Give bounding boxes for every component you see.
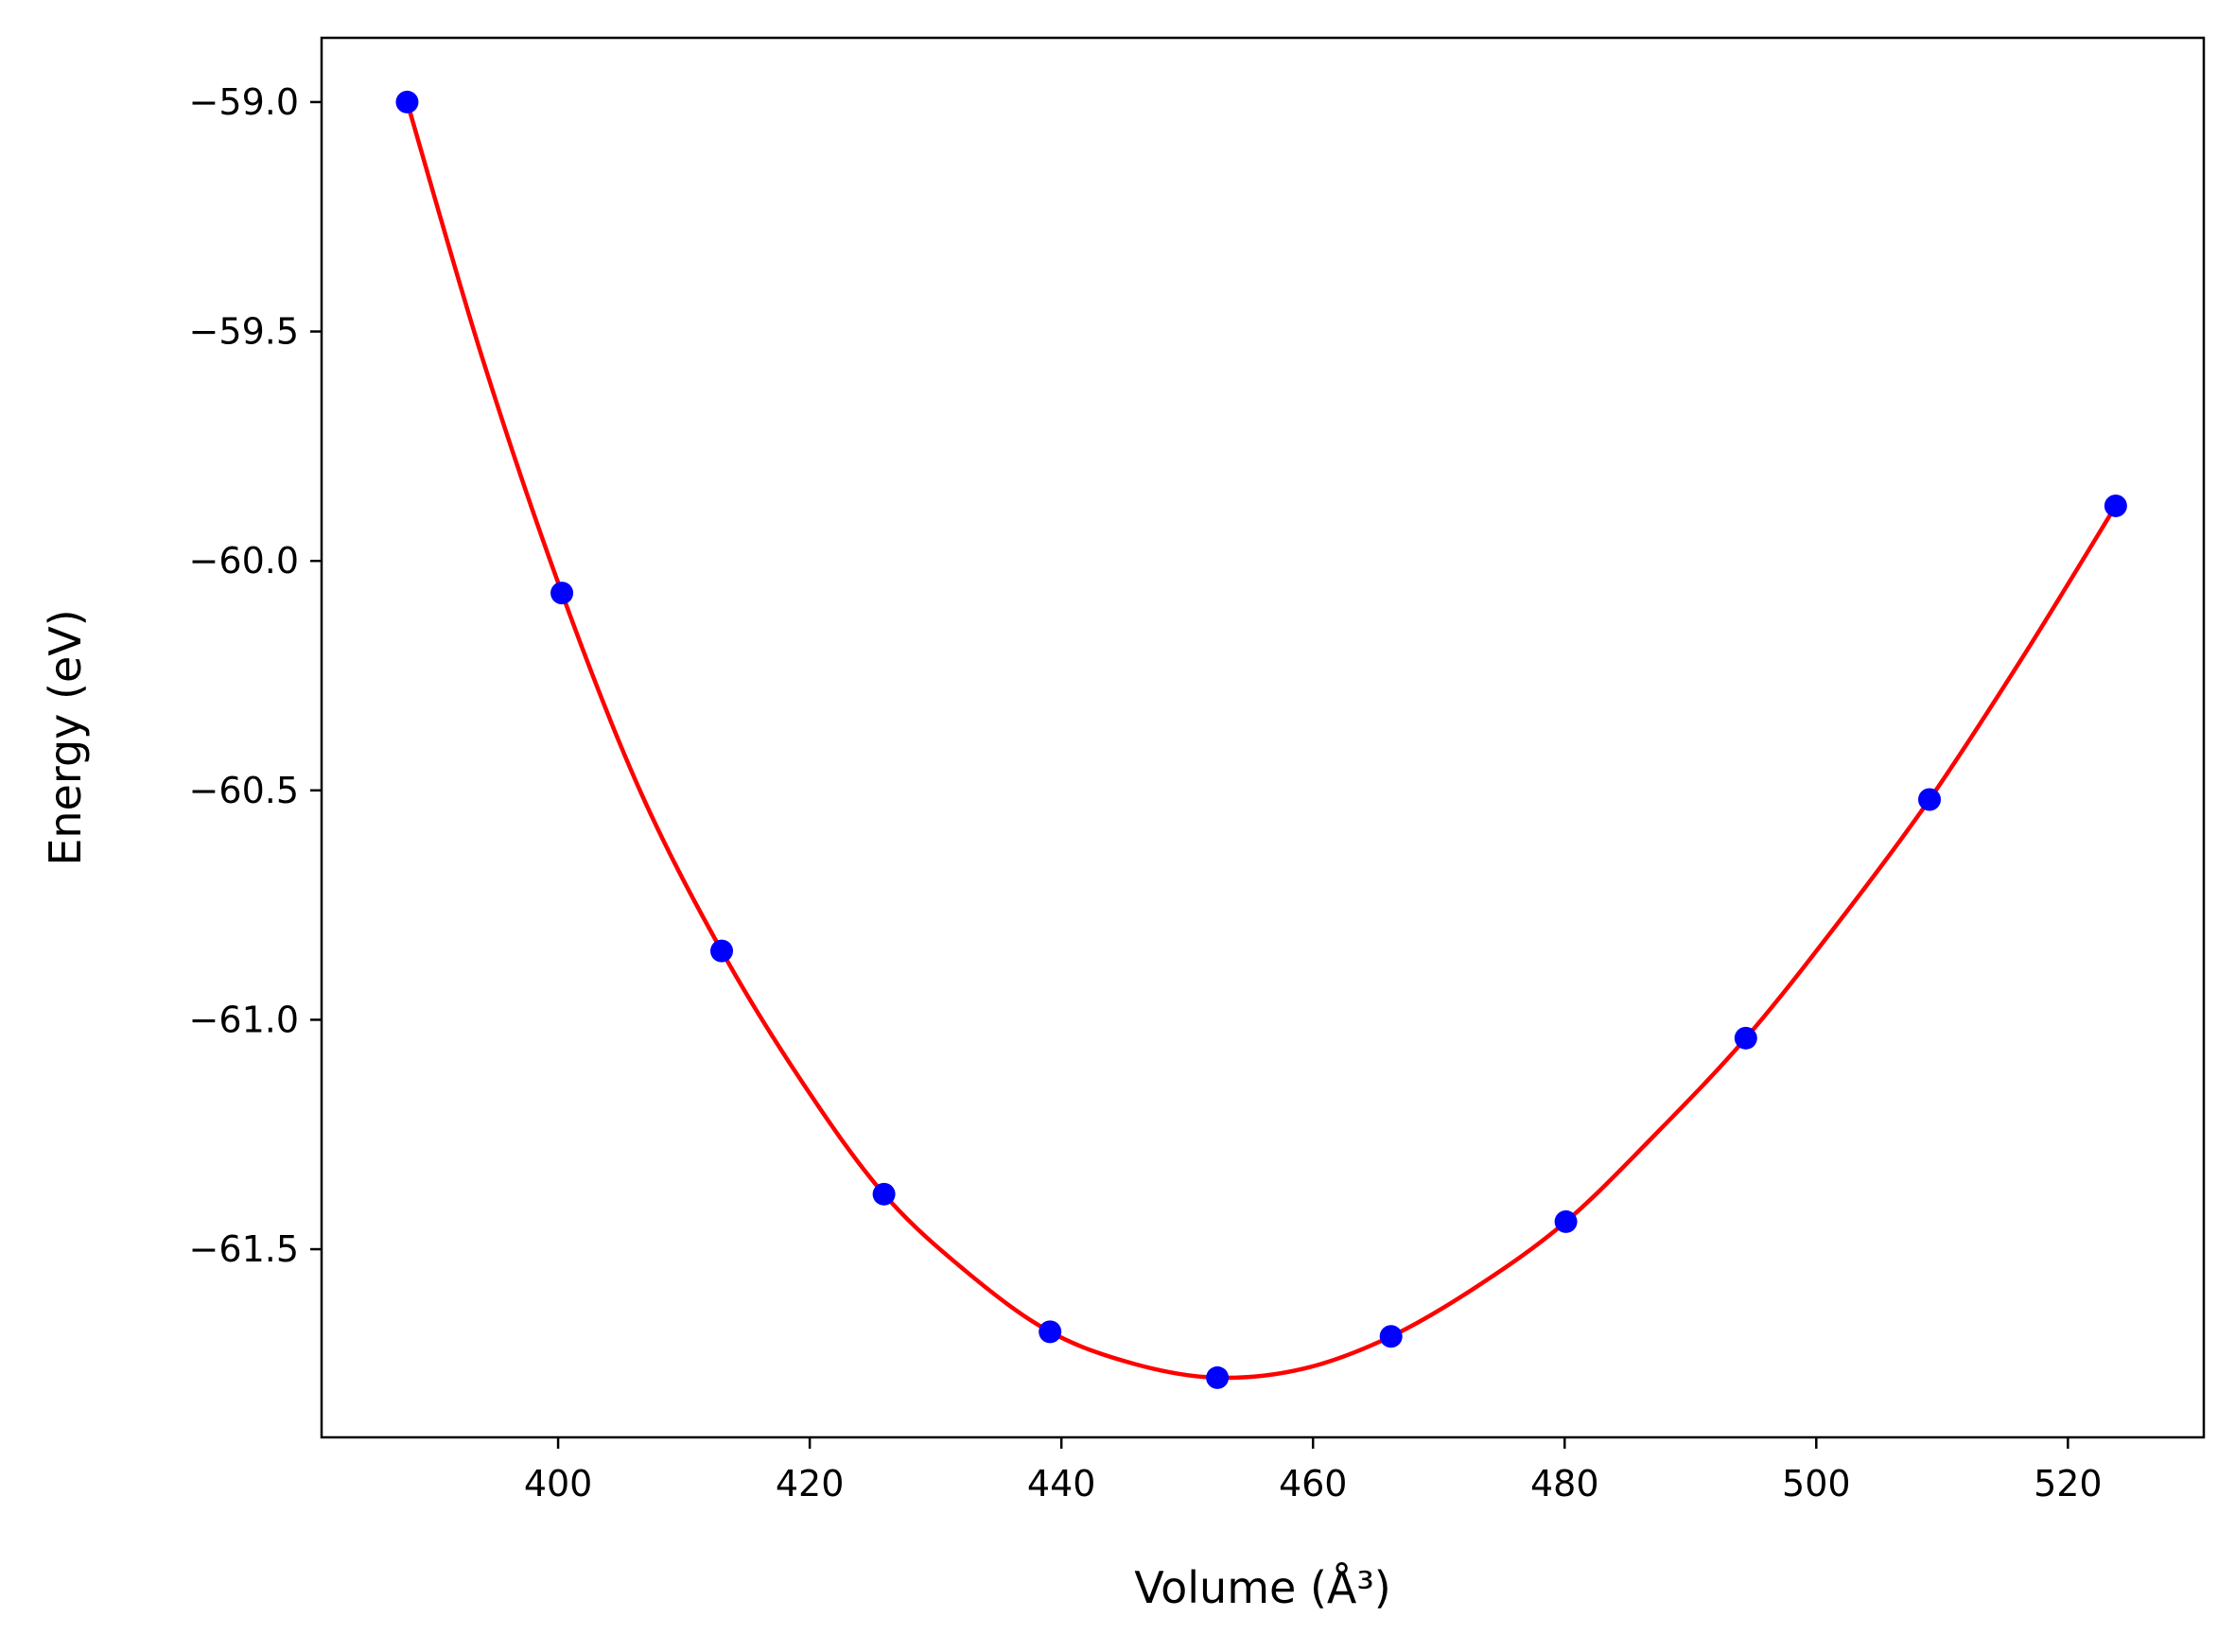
- x-tick-label: 520: [2034, 1463, 2103, 1504]
- data-point: [1918, 788, 1942, 811]
- data-point: [1554, 1209, 1578, 1233]
- data-point: [872, 1182, 896, 1206]
- x-tick-label: 480: [1530, 1463, 1599, 1504]
- series-layer: [395, 90, 2127, 1389]
- x-axis-label: Volume (Å³): [1134, 1562, 1391, 1613]
- data-point: [1206, 1365, 1230, 1389]
- data-point: [550, 582, 574, 605]
- data-point: [1734, 1026, 1757, 1050]
- y-tick-label: −60.0: [189, 540, 299, 582]
- x-axis-ticks: 400 420 440 460 480 500 520: [524, 1437, 2103, 1504]
- y-tick-label: −59.5: [189, 311, 299, 353]
- x-tick-label: 460: [1279, 1463, 1348, 1504]
- y-axis-ticks: −59.0 −59.5 −60.0 −60.5 −61.0 −61.5: [189, 81, 322, 1270]
- data-point: [710, 939, 734, 963]
- y-tick-label: −61.0: [189, 999, 299, 1040]
- x-tick-label: 420: [776, 1463, 845, 1504]
- y-axis-label: Energy (eV): [40, 609, 91, 865]
- y-tick-label: −61.5: [189, 1228, 299, 1270]
- x-tick-label: 400: [524, 1463, 593, 1504]
- y-tick-label: −60.5: [189, 770, 299, 811]
- data-point: [1039, 1320, 1062, 1344]
- plot-area: [322, 38, 2204, 1437]
- x-tick-label: 500: [1782, 1463, 1851, 1504]
- data-point: [2104, 494, 2127, 517]
- y-tick-label: −59.0: [189, 81, 299, 123]
- fit-curve: [405, 99, 2119, 1381]
- plot-frame: [320, 36, 2206, 1439]
- x-tick-label: 440: [1027, 1463, 1096, 1504]
- data-point: [395, 90, 419, 113]
- data-point: [1379, 1325, 1403, 1348]
